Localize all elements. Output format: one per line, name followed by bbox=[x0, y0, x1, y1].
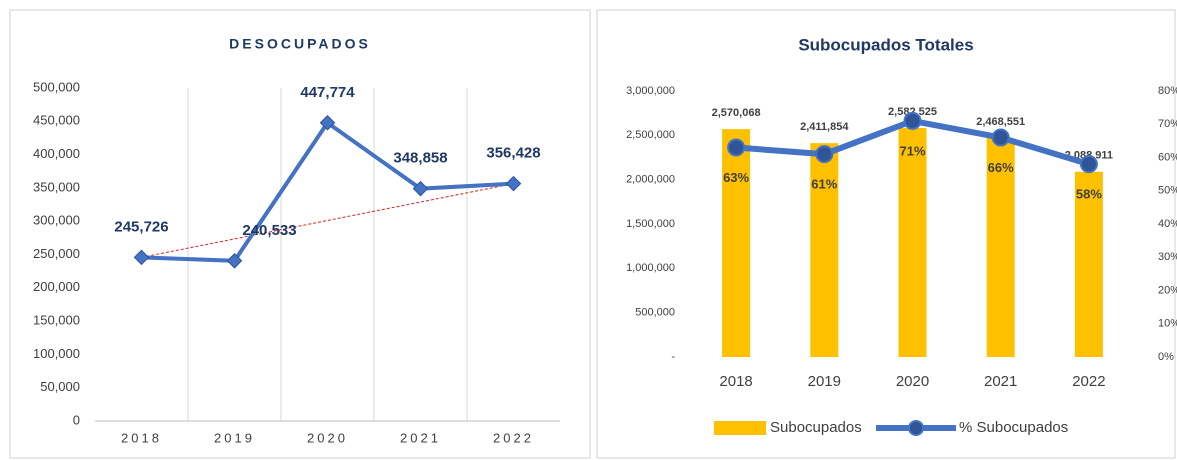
x-tick-label: 2019 bbox=[214, 430, 255, 445]
data-label: 63% bbox=[723, 170, 749, 185]
marker bbox=[319, 115, 336, 131]
marker bbox=[815, 145, 834, 164]
x-tick-label: 2021 bbox=[984, 373, 1017, 390]
data-label: 2,582,525 bbox=[888, 106, 937, 118]
y-tick-label: 1,000,000 bbox=[626, 262, 675, 274]
y-tick-label: 50,000 bbox=[40, 379, 80, 394]
data-label: 240,533 bbox=[242, 222, 296, 239]
y-tick-label: - bbox=[671, 351, 675, 363]
y-tick-label: 350,000 bbox=[33, 179, 80, 194]
legend-swatch bbox=[908, 420, 924, 436]
data-label: 66% bbox=[988, 160, 1014, 175]
x-tick-label: 2020 bbox=[896, 373, 929, 390]
marker bbox=[727, 138, 746, 157]
data-label: 245,726 bbox=[114, 218, 168, 235]
y2-tick-label: 20% bbox=[1158, 284, 1177, 296]
y-tick-label: 250,000 bbox=[33, 246, 80, 261]
bar bbox=[898, 128, 927, 357]
y2-tick-label: 60% bbox=[1158, 151, 1177, 163]
marker bbox=[505, 175, 522, 192]
x-tick-label: 2020 bbox=[307, 430, 348, 445]
y-tick-label: 0 bbox=[73, 412, 80, 427]
y-tick-label: 1,500,000 bbox=[626, 218, 675, 230]
panel bbox=[9, 9, 591, 459]
data-label: 2,570,068 bbox=[712, 107, 761, 119]
y-tick-label: 100,000 bbox=[33, 346, 80, 361]
y-tick-label: 500,000 bbox=[33, 79, 80, 94]
data-label: 348,858 bbox=[393, 150, 447, 167]
x-tick-label: 2018 bbox=[719, 373, 752, 390]
y2-tick-label: 0% bbox=[1158, 351, 1174, 363]
bar bbox=[722, 129, 751, 357]
data-label: 71% bbox=[899, 143, 925, 158]
y-tick-label: 3,000,000 bbox=[626, 85, 675, 97]
y2-tick-label: 80% bbox=[1158, 85, 1177, 97]
y-tick-label: 150,000 bbox=[33, 313, 80, 328]
data-label: 447,774 bbox=[300, 84, 355, 101]
marker bbox=[991, 128, 1010, 147]
y2-tick-label: 50% bbox=[1158, 185, 1177, 197]
y-tick-label: 500,000 bbox=[635, 307, 675, 319]
data-label: 58% bbox=[1076, 187, 1102, 202]
bar bbox=[986, 138, 1015, 357]
data-label: 356,428 bbox=[486, 145, 540, 162]
y-tick-label: 300,000 bbox=[33, 213, 80, 228]
y-tick-label: 450,000 bbox=[33, 113, 80, 128]
marker bbox=[226, 253, 243, 269]
trendline bbox=[141, 183, 514, 258]
marker bbox=[903, 111, 922, 130]
legend-label: Subocupados bbox=[770, 419, 862, 436]
y2-tick-label: 70% bbox=[1158, 118, 1177, 130]
marker bbox=[1079, 155, 1098, 174]
y-tick-label: 400,000 bbox=[33, 146, 80, 161]
chart-title: DESOCUPADOS bbox=[229, 36, 371, 52]
legend-swatch bbox=[714, 421, 766, 435]
y2-tick-label: 30% bbox=[1158, 251, 1177, 263]
y-tick-label: 2,000,000 bbox=[626, 174, 675, 186]
y-tick-label: 200,000 bbox=[33, 279, 80, 294]
bar bbox=[810, 143, 839, 357]
data-label: 2,411,854 bbox=[800, 121, 849, 133]
x-tick-label: 2021 bbox=[400, 430, 441, 445]
data-label: 61% bbox=[811, 177, 837, 192]
legend-label: % Subocupados bbox=[959, 419, 1068, 436]
x-tick-label: 2018 bbox=[121, 430, 162, 445]
x-tick-label: 2022 bbox=[493, 430, 534, 445]
y2-tick-label: 10% bbox=[1158, 318, 1177, 330]
y2-tick-label: 40% bbox=[1158, 218, 1177, 230]
x-tick-label: 2022 bbox=[1072, 373, 1105, 390]
marker bbox=[133, 249, 150, 266]
chart-title: Subocupados Totales bbox=[798, 35, 973, 54]
y-tick-label: 2,500,000 bbox=[626, 129, 675, 141]
bar bbox=[1074, 171, 1103, 357]
x-tick-label: 2019 bbox=[808, 373, 841, 390]
marker bbox=[412, 180, 429, 197]
data-label: 2,468,551 bbox=[976, 116, 1025, 128]
